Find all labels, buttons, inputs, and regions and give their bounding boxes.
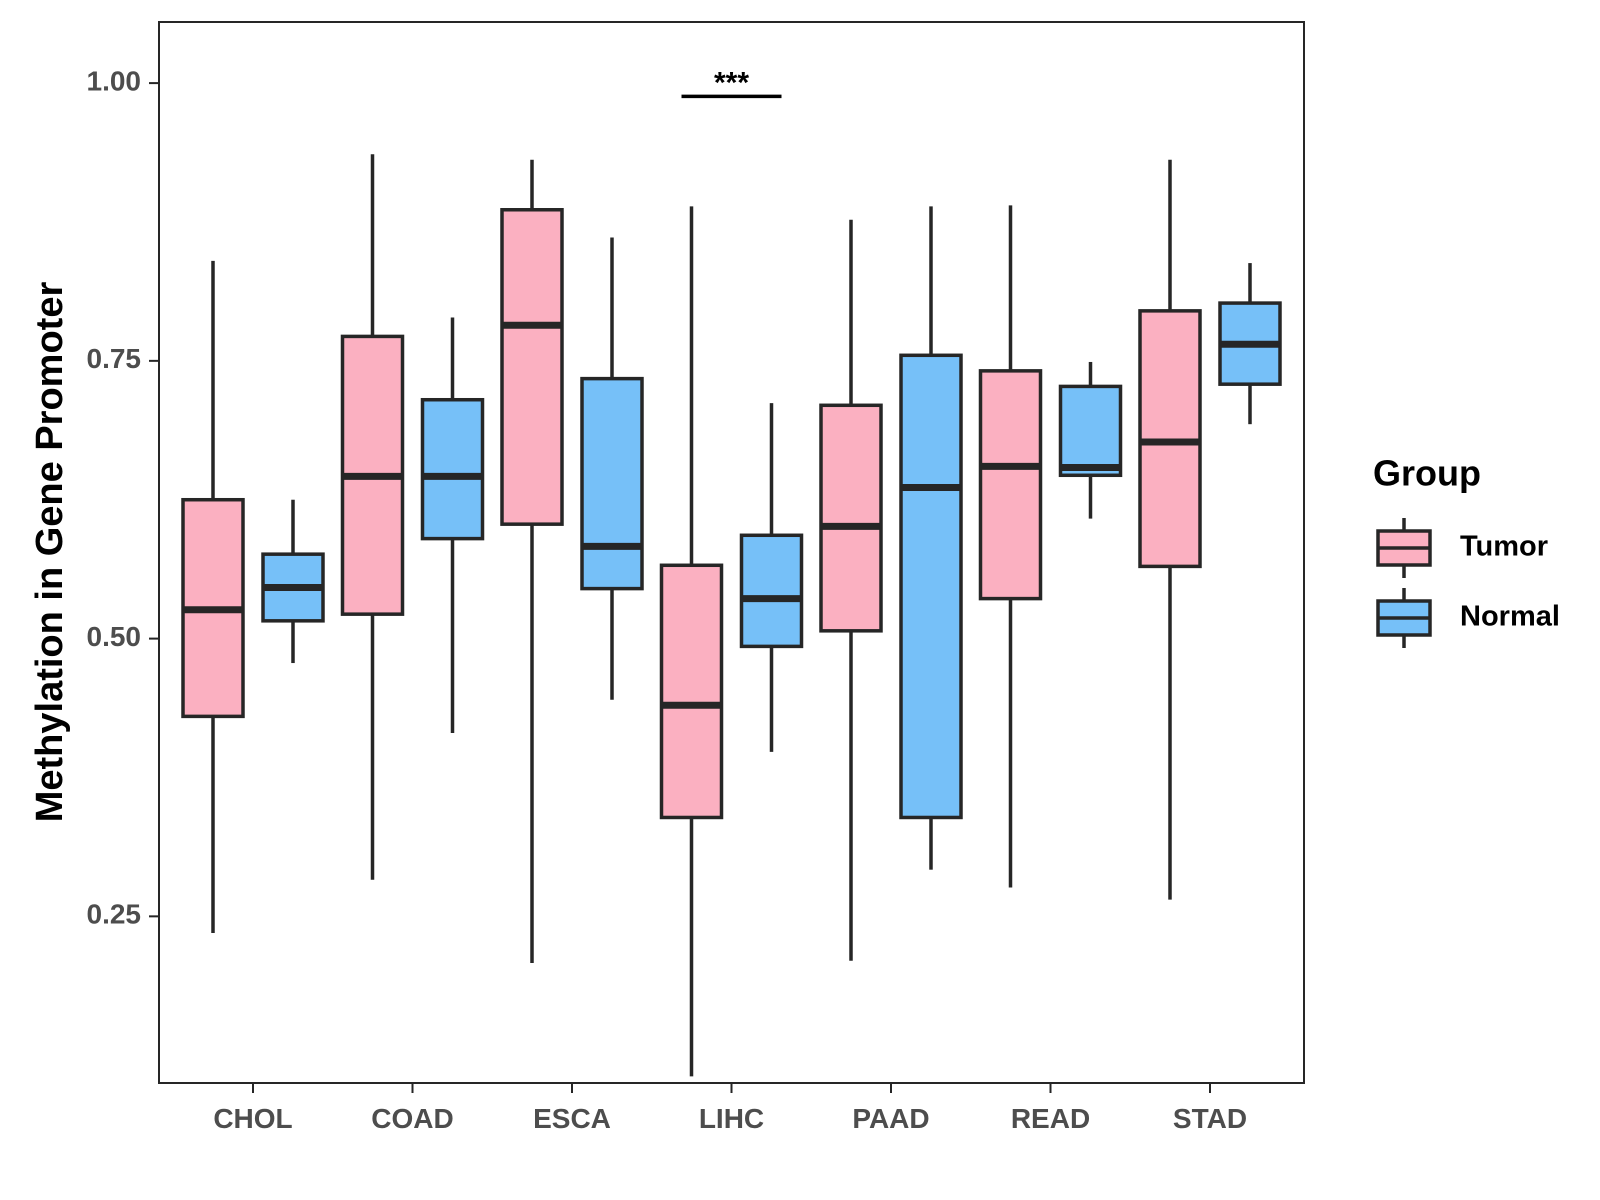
box-body-paad-normal bbox=[899, 353, 963, 820]
box-body-read-tumor bbox=[978, 369, 1043, 601]
box-read-tumor bbox=[978, 205, 1043, 888]
y-axis-title: Methylation in Gene Promoter bbox=[29, 282, 71, 823]
box-esca-tumor bbox=[500, 159, 564, 964]
x-tick-label-paad: PAAD bbox=[852, 1103, 929, 1134]
box-body-paad-tumor bbox=[819, 403, 883, 633]
y-tick-label: 0.25 bbox=[87, 899, 142, 930]
plot-area: *** bbox=[181, 66, 1282, 1077]
box-body-lihc-normal bbox=[739, 533, 804, 649]
x-tick-label-read: READ bbox=[1011, 1103, 1090, 1134]
x-tick-label-coad: COAD bbox=[371, 1103, 453, 1134]
legend-item-tumor: Tumor bbox=[1376, 518, 1548, 578]
box-paad-tumor bbox=[819, 219, 883, 961]
box-body-esca-tumor bbox=[500, 208, 564, 526]
y-tick-label: 1.00 bbox=[87, 65, 142, 96]
box-stad-normal bbox=[1218, 263, 1282, 425]
y-axis: 0.25 0.50 0.75 1.00 bbox=[87, 65, 159, 930]
y-tick-label: 0.75 bbox=[87, 343, 142, 374]
box-lihc-normal bbox=[739, 403, 804, 752]
box-body-esca-normal bbox=[580, 376, 644, 591]
x-tick-label-chol: CHOL bbox=[213, 1103, 292, 1134]
box-body-lihc-tumor bbox=[659, 563, 724, 820]
box-read-normal bbox=[1058, 361, 1123, 519]
box-chol-tumor bbox=[181, 260, 245, 934]
box-body-coad-normal bbox=[420, 397, 485, 541]
x-tick-label-lihc: LIHC bbox=[699, 1103, 764, 1134]
legend-item-normal: Normal bbox=[1376, 588, 1560, 648]
y-tick-label: 0.50 bbox=[87, 621, 142, 652]
legend-label: Tumor bbox=[1460, 531, 1548, 563]
box-coad-normal bbox=[420, 317, 485, 734]
box-paad-normal bbox=[899, 206, 963, 870]
legend: Group Tumor Normal bbox=[1373, 453, 1560, 648]
x-tick-label-stad: STAD bbox=[1173, 1103, 1247, 1134]
significance-label: *** bbox=[714, 66, 749, 99]
box-stad-tumor bbox=[1138, 159, 1202, 900]
box-coad-tumor bbox=[340, 154, 405, 880]
x-axis: CHOL COAD ESCA LIHC PAAD READ STAD bbox=[213, 1083, 1247, 1134]
x-tick-label-esca: ESCA bbox=[533, 1103, 611, 1134]
box-body-read-normal bbox=[1058, 384, 1123, 478]
box-esca-normal bbox=[580, 237, 644, 700]
box-chol-normal bbox=[261, 499, 325, 664]
legend-title: Group bbox=[1373, 453, 1481, 494]
box-lihc-tumor bbox=[659, 206, 724, 1077]
legend-label: Normal bbox=[1460, 601, 1560, 633]
